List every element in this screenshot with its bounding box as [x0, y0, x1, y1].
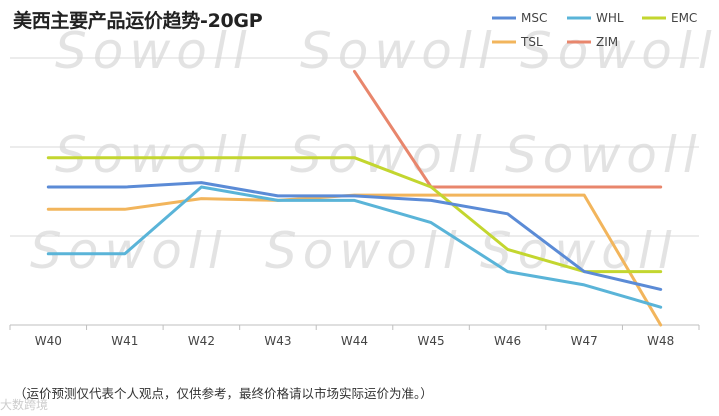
corner-logo-text: 大数跨境	[0, 398, 49, 412]
x-tick-label: W47	[571, 334, 598, 348]
x-axis-ticks: W40 W41 W42 W43 W44 W45 W46 W47 W48	[9, 325, 700, 348]
x-tick-label: W45	[417, 334, 444, 348]
x-tick-label: W40	[35, 334, 62, 348]
legend-label: ZIM	[596, 35, 618, 49]
series-lines	[46, 69, 663, 327]
watermark-text: Sowoll	[55, 126, 253, 184]
watermark-text: Sowoll	[290, 126, 488, 184]
series-line-msc	[46, 181, 663, 291]
legend-label: WHL	[596, 11, 624, 25]
series-line-whl	[46, 185, 663, 309]
watermark-text: Sowoll	[505, 126, 703, 184]
x-tick-label: W48	[647, 334, 674, 348]
x-tick-label: W46	[494, 334, 521, 348]
watermark-text: Sowoll	[520, 22, 718, 80]
gridlines	[10, 57, 699, 326]
legend-label: MSC	[521, 11, 547, 25]
legend-label: EMC	[671, 11, 697, 25]
footnote: （运价预测仅代表个人观点，仅供参考，最终价格请以市场实际运价为准。）	[14, 386, 433, 401]
x-tick-label: W42	[188, 334, 215, 348]
legend: MSC WHL EMC TSL ZIM	[492, 11, 697, 49]
watermark-text: Sowoll	[265, 222, 463, 280]
x-tick-label: W44	[341, 334, 368, 348]
legend-label: TSL	[520, 35, 543, 49]
series-line-zim	[353, 69, 663, 189]
watermark-text: Sowoll	[55, 22, 253, 80]
series-line-emc	[46, 156, 663, 274]
watermark-text: Sowoll	[300, 22, 498, 80]
chart-title: 美西主要产品运价趋势-20GP	[13, 10, 263, 32]
x-tick-label: W43	[264, 334, 291, 348]
x-tick-label: W41	[111, 334, 138, 348]
